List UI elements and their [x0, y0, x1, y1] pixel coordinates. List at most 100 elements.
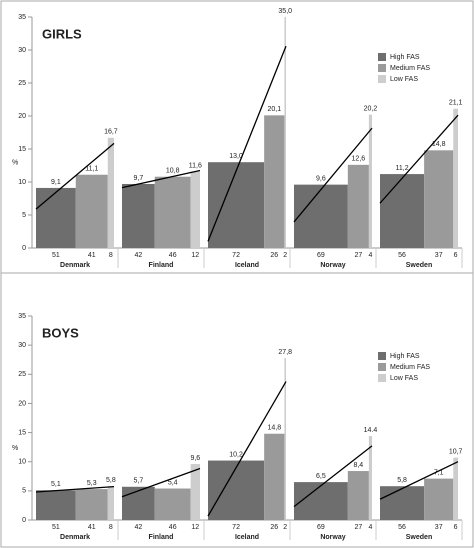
value-label: 14.4 [364, 427, 378, 434]
value-label: 9,6 [190, 455, 200, 462]
value-label: 6,5 [316, 473, 326, 480]
value-label: 8,4 [353, 462, 363, 469]
n-label: 4 [368, 524, 372, 531]
value-label: 5,1 [51, 481, 61, 488]
bar [107, 137, 114, 248]
trend-line [35, 485, 115, 493]
y-tick-label: 0 [22, 245, 26, 252]
y-tick-label: 20 [18, 113, 26, 120]
bar [264, 115, 285, 248]
value-label: 7,1 [434, 469, 444, 476]
bar [368, 436, 372, 520]
x-tick-label: Sweden [406, 534, 432, 541]
n-label: 42 [134, 524, 142, 531]
n-label: 26 [270, 524, 278, 531]
bar [380, 174, 425, 248]
bar [154, 488, 191, 520]
n-label: 42 [134, 252, 142, 259]
y-tick-label: 25 [18, 80, 26, 87]
n-label: 72 [232, 252, 240, 259]
legend-swatch [378, 64, 386, 72]
n-label: 37 [435, 252, 443, 259]
n-label: 6 [454, 252, 458, 259]
y-tick-label: 15 [18, 146, 26, 153]
value-label: 10,8 [166, 168, 180, 175]
bar [294, 482, 348, 520]
x-tick-label: Sweden [406, 262, 432, 269]
n-label: 4 [368, 252, 372, 259]
legend-label: Medium FAS [390, 364, 430, 371]
n-label: 8 [109, 524, 113, 531]
n-label: 46 [169, 524, 177, 531]
chart-title: BOYS [42, 325, 79, 340]
bar [380, 486, 425, 520]
x-tick-label: Norway [320, 534, 345, 541]
n-label: 27 [354, 524, 362, 531]
value-label: 11,6 [189, 162, 202, 169]
y-tick-label: 10 [18, 179, 26, 186]
x-tick-label: Denmark [60, 534, 90, 541]
n-label: 56 [398, 524, 406, 531]
trend-line [293, 445, 373, 508]
y-tick-label: 30 [18, 47, 26, 54]
value-label: 35,0 [278, 8, 292, 15]
n-label: 56 [398, 252, 406, 259]
value-label: 9,1 [51, 179, 61, 186]
bar [347, 164, 369, 248]
chart-title: GIRLS [42, 26, 82, 41]
bar [208, 162, 265, 248]
trend-line [293, 127, 373, 223]
x-tick-label: Finland [149, 534, 174, 541]
y-tick-label: 20 [18, 400, 26, 407]
value-label: 14,8 [432, 141, 446, 148]
y-tick-label: 5 [22, 212, 26, 219]
bar [453, 108, 458, 249]
bar [75, 174, 108, 248]
n-label: 12 [191, 524, 199, 531]
n-label: 51 [52, 524, 60, 531]
bar [284, 357, 286, 520]
bar [190, 171, 200, 248]
value-label: 9,7 [134, 175, 144, 182]
x-tick-label: Iceland [235, 534, 259, 541]
legend-swatch [378, 363, 386, 371]
bar [122, 183, 155, 248]
bar [264, 433, 285, 520]
bar [122, 486, 155, 520]
trend-line [207, 381, 287, 517]
y-tick-label: 5 [22, 488, 26, 495]
n-label: 2 [283, 252, 287, 259]
bar [36, 187, 76, 248]
bar [190, 464, 200, 520]
y-tick-label: 0 [22, 517, 26, 524]
x-tick-label: Denmark [60, 262, 90, 269]
value-label: 14,8 [267, 425, 281, 432]
y-tick-label: 15 [18, 429, 26, 436]
legend-swatch [378, 374, 386, 382]
trend-line [207, 45, 287, 242]
value-label: 5,3 [87, 480, 97, 487]
legend-swatch [378, 75, 386, 83]
n-label: 37 [435, 524, 443, 531]
value-label: 13,0 [229, 153, 243, 160]
x-tick-label: Iceland [235, 262, 259, 269]
legend-label: Medium FAS [390, 65, 430, 72]
n-label: 41 [88, 524, 96, 531]
bar [424, 150, 454, 248]
trend-line [121, 169, 201, 189]
legend-swatch [378, 53, 386, 61]
n-label: 69 [317, 252, 325, 259]
n-label: 46 [169, 252, 177, 259]
n-label: 41 [88, 252, 96, 259]
trend-line [35, 142, 115, 210]
y-tick-label: 30 [18, 342, 26, 349]
bar [208, 460, 265, 520]
n-label: 12 [191, 252, 199, 259]
value-label: 20,1 [267, 106, 281, 113]
y-tick-label: 35 [18, 14, 26, 21]
bar [294, 184, 348, 248]
value-label: 11,1 [85, 166, 98, 173]
bar [347, 471, 369, 520]
legend-swatch [378, 352, 386, 360]
